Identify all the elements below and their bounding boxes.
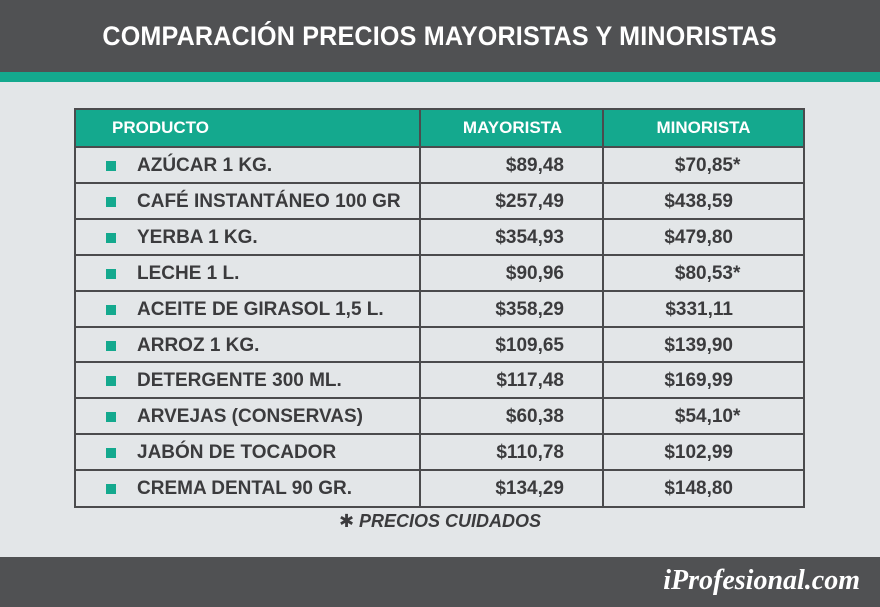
- product-name: JABÓN DE TOCADOR: [137, 441, 337, 463]
- table-row: AZÚCAR 1 KG. $89,48 $70,85 *: [76, 148, 803, 183]
- square-bullet-icon: [106, 196, 116, 207]
- table-row: JABÓN DE TOCADOR $110,78 $102,99: [76, 435, 803, 470]
- square-bullet-icon: [106, 447, 116, 458]
- retail-price: $80,53: [674, 262, 733, 284]
- retail-price-cell: $479,80: [604, 220, 803, 255]
- retail-price: $54,10: [674, 405, 733, 427]
- square-bullet-icon: [106, 411, 116, 422]
- product-name: AZÚCAR 1 KG.: [137, 154, 273, 176]
- product-cell: ARVEJAS (CONSERVAS): [76, 399, 421, 434]
- column-divider: [419, 110, 421, 506]
- product-cell: JABÓN DE TOCADOR: [76, 435, 421, 470]
- retail-price: $438,59: [664, 190, 733, 212]
- retail-price-cell: $148,80: [604, 471, 803, 506]
- table-header-row: PRODUCTO MAYORISTA MINORISTA: [76, 110, 803, 146]
- retail-price: $148,80: [664, 477, 733, 499]
- retail-price: $70,85: [674, 154, 733, 176]
- square-bullet-icon: [106, 160, 116, 171]
- wholesale-price: $117,48: [496, 369, 564, 391]
- product-name: LECHE 1 L.: [137, 262, 240, 284]
- product-name: YERBA 1 KG.: [137, 226, 258, 248]
- wholesale-price: $354,93: [495, 226, 564, 248]
- retail-price: $169,99: [664, 369, 733, 391]
- product-name: CAFÉ INSTANTÁNEO 100 GR: [137, 190, 401, 212]
- header-banner: COMPARACIÓN PRECIOS MAYORISTAS Y MINORIS…: [0, 0, 880, 72]
- square-bullet-icon: [106, 232, 116, 243]
- retail-price-cell: $169,99: [604, 363, 803, 398]
- retail-price-cell: $139,90: [604, 328, 803, 363]
- retail-price: $139,90: [664, 334, 733, 356]
- product-name: ARROZ 1 KG.: [137, 334, 260, 356]
- wholesale-price: $134,29: [495, 477, 564, 499]
- retail-price-cell: $331,11: [604, 292, 803, 327]
- square-bullet-icon: [106, 375, 116, 386]
- square-bullet-icon: [106, 483, 116, 494]
- row-divider: [76, 433, 803, 435]
- retail-price: $331,11: [665, 298, 733, 320]
- retail-price-cell: $80,53 *: [604, 256, 803, 291]
- column-header-producto: PRODUCTO: [112, 118, 209, 137]
- product-cell: ACEITE DE GIRASOL 1,5 L.: [76, 292, 421, 327]
- product-cell: DETERGENTE 300 ML.: [76, 363, 421, 398]
- accent-stripe: [0, 72, 880, 82]
- wholesale-price: $358,29: [495, 298, 564, 320]
- row-divider: [76, 146, 803, 148]
- precios-cuidados-mark: *: [733, 405, 741, 427]
- wholesale-price: $110,78: [496, 441, 564, 463]
- retail-price: $479,80: [664, 226, 733, 248]
- retail-price: $102,99: [664, 441, 733, 463]
- row-divider: [76, 290, 803, 292]
- product-cell: YERBA 1 KG.: [76, 220, 421, 255]
- wholesale-price: $89,48: [505, 154, 564, 176]
- retail-price-cell: $54,10 *: [604, 399, 803, 434]
- product-cell: AZÚCAR 1 KG.: [76, 148, 421, 183]
- square-bullet-icon: [106, 304, 116, 315]
- row-divider: [76, 254, 803, 256]
- table-row: CREMA DENTAL 90 GR. $134,29 $148,80: [76, 471, 803, 506]
- square-bullet-icon: [106, 268, 116, 279]
- table-row: CAFÉ INSTANTÁNEO 100 GR $257,49 $438,59: [76, 184, 803, 219]
- row-divider: [76, 182, 803, 184]
- retail-price-cell: $102,99: [604, 435, 803, 470]
- table-row: LECHE 1 L. $90,96 $80,53 *: [76, 256, 803, 291]
- precios-cuidados-mark: *: [733, 262, 741, 284]
- row-divider: [76, 469, 803, 471]
- table-row: DETERGENTE 300 ML. $117,48 $169,99: [76, 363, 803, 398]
- product-name: DETERGENTE 300 ML.: [137, 369, 342, 391]
- row-divider: [76, 361, 803, 363]
- page-title: COMPARACIÓN PRECIOS MAYORISTAS Y MINORIS…: [102, 20, 778, 51]
- wholesale-price: $90,96: [505, 262, 564, 284]
- wholesale-price: $109,65: [495, 334, 564, 356]
- footnote: ✱ PRECIOS CUIDADOS: [338, 511, 542, 531]
- product-cell: LECHE 1 L.: [76, 256, 421, 291]
- column-divider: [602, 110, 604, 506]
- product-name: ACEITE DE GIRASOL 1,5 L.: [137, 298, 384, 320]
- row-divider: [76, 326, 803, 328]
- precios-cuidados-mark: *: [733, 154, 741, 176]
- column-header-mayorista: MAYORISTA: [462, 118, 563, 137]
- iprofesional-logo: iProfesional.com: [663, 565, 860, 596]
- retail-price-cell: $438,59: [604, 184, 803, 219]
- table-row: ACEITE DE GIRASOL 1,5 L. $358,29 $331,11: [76, 292, 803, 327]
- product-name: ARVEJAS (CONSERVAS): [137, 405, 363, 427]
- row-divider: [76, 397, 803, 399]
- wholesale-price: $60,38: [505, 405, 564, 427]
- retail-price-cell: $70,85 *: [604, 148, 803, 183]
- row-divider: [76, 218, 803, 220]
- price-comparison-table: PRODUCTO MAYORISTA MINORISTA AZÚCAR 1 KG…: [74, 108, 805, 508]
- table-row: YERBA 1 KG. $354,93 $479,80: [76, 220, 803, 255]
- product-cell: CAFÉ INSTANTÁNEO 100 GR: [76, 184, 421, 219]
- footer-bar: iProfesional.com: [0, 557, 880, 607]
- table-row: ARROZ 1 KG. $109,65 $139,90: [76, 328, 803, 363]
- wholesale-price: $257,49: [495, 190, 564, 212]
- product-cell: ARROZ 1 KG.: [76, 328, 421, 363]
- column-header-minorista: MINORISTA: [656, 118, 751, 137]
- square-bullet-icon: [106, 340, 116, 351]
- table-row: ARVEJAS (CONSERVAS) $60,38 $54,10 *: [76, 399, 803, 434]
- product-cell: CREMA DENTAL 90 GR.: [76, 471, 421, 506]
- product-name: CREMA DENTAL 90 GR.: [137, 477, 353, 499]
